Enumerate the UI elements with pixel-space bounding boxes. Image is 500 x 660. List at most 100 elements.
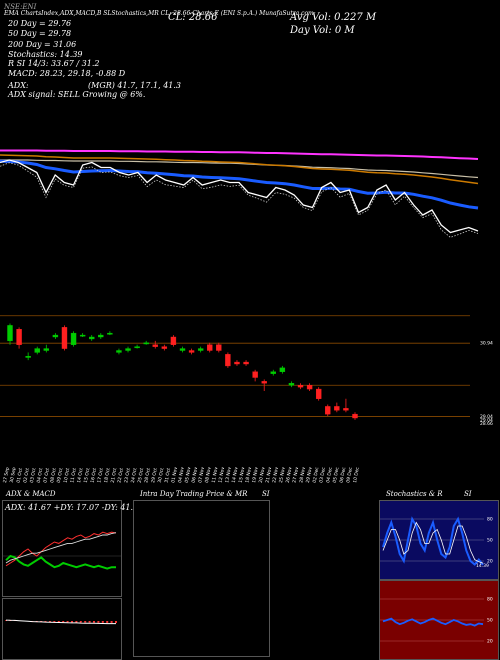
date-tick-label: 21 Oct xyxy=(110,467,119,483)
candle-body xyxy=(25,356,31,358)
candle-body xyxy=(170,336,177,345)
date-tick-label: 05 Nov xyxy=(184,466,193,483)
ema-50-readout: 50 Day = 29.78 xyxy=(8,29,72,38)
candle-body xyxy=(306,385,313,390)
date-tick-label: 04 Dec xyxy=(325,466,334,483)
chart-title-strip: EMA ChartsIndex,ADX,MACD,B SLStochastics… xyxy=(4,10,314,17)
candle-body xyxy=(89,336,95,340)
rsi-tick-label: 80 xyxy=(487,597,493,603)
date-tick-label: 31 Oct xyxy=(164,467,173,483)
price-tick-label: 30.94 xyxy=(480,341,493,347)
date-tick-label: 23 Oct xyxy=(123,467,132,483)
date-tick-label: 30 Oct xyxy=(157,467,166,483)
ticker-tag: NSE:ENI xyxy=(4,3,37,11)
date-tick-label: 27 Nov xyxy=(291,466,300,483)
date-tick-label: 07 Oct xyxy=(42,467,51,483)
price-tick-label: 29.04 xyxy=(480,414,493,420)
adx-line xyxy=(5,532,117,564)
minus-di-line xyxy=(5,531,117,567)
date-tick-label: 08 Oct xyxy=(49,467,58,483)
date-tick-label: 29 Nov xyxy=(305,466,314,483)
candle-body xyxy=(16,329,22,345)
date-tick-label: 15 Oct xyxy=(83,467,92,483)
series-ema-50-line xyxy=(0,154,479,185)
candle-body xyxy=(98,334,104,338)
intraday-title: Intra Day Trading Price & MR xyxy=(140,490,248,498)
date-tick-label: 02 Dec xyxy=(312,466,321,483)
candle-body xyxy=(125,348,131,351)
ema-line-chart xyxy=(0,149,479,238)
rsi-line-chart: 80 50 20 xyxy=(380,597,493,645)
rsi-line xyxy=(382,617,484,627)
date-tick-label: 26 Nov xyxy=(285,466,294,483)
date-tick-label: 08 Nov xyxy=(204,466,213,483)
plus-di-line xyxy=(5,554,116,570)
candle-body xyxy=(261,381,267,384)
price-tick-label: 28.66 xyxy=(480,421,493,427)
candle-body xyxy=(52,334,59,338)
candle-body xyxy=(352,413,358,419)
date-tick-label: 24 Oct xyxy=(130,467,139,483)
date-tick-label: 22 Nov xyxy=(271,466,280,483)
series-envelope-line xyxy=(0,162,479,238)
date-tick-label: 10 Dec xyxy=(352,466,361,483)
date-tick-label: 14 Nov xyxy=(231,466,240,483)
date-tick-label: 17 Oct xyxy=(96,467,105,483)
macd-panel xyxy=(2,598,122,660)
candle-body xyxy=(334,406,340,411)
candle-body xyxy=(79,334,86,337)
date-tick-label: 18 Oct xyxy=(103,467,112,483)
rsi-tick-label: 20 xyxy=(487,639,493,645)
date-tick-label: 18 Nov xyxy=(244,466,253,483)
avg-volume: Avg Vol: 0.227 M xyxy=(290,12,377,23)
date-tick-label: 28 Nov xyxy=(298,466,307,483)
date-tick-label: 19 Nov xyxy=(251,466,260,483)
candle-body xyxy=(252,371,258,378)
date-tick-label: 10 Oct xyxy=(63,467,72,483)
intraday-panel xyxy=(133,500,270,657)
stochastics-title: Stochastics & R xyxy=(386,490,443,498)
date-tick-label: 05 Dec xyxy=(332,466,341,483)
stochastics-readout: Stochastics: 14.39 xyxy=(8,50,83,59)
adx-macd-title: ADX & MACD xyxy=(6,490,56,498)
stoch-tick-label: 80 xyxy=(487,517,493,523)
stoch-k-line xyxy=(382,516,484,566)
rsi-tick-label: 50 xyxy=(487,618,493,624)
rsi-panel: 80 50 20 xyxy=(379,580,499,660)
candle-body xyxy=(288,383,295,386)
date-tick-label: 03 Dec xyxy=(318,466,327,483)
date-tick-label: 16 Oct xyxy=(90,467,99,483)
candle-body xyxy=(343,408,349,411)
date-tick-label: 04 Nov xyxy=(177,466,186,483)
date-tick-label: 01 Oct xyxy=(16,467,25,483)
date-tick-label: 01 Nov xyxy=(170,466,179,483)
stoch-value-label: 14.39 xyxy=(476,563,489,569)
candle-body xyxy=(234,361,240,365)
date-tick-label: 09 Dec xyxy=(345,466,354,483)
date-tick-label: 25 Oct xyxy=(137,467,146,483)
candle-body xyxy=(61,327,68,349)
candle-body xyxy=(143,342,149,345)
candle-body xyxy=(134,346,140,349)
series-close-line xyxy=(0,159,479,234)
adx-panel: ADX: 41.67 +DY: 17.07 -DY: 41.46 xyxy=(2,500,143,597)
macd-readout: MACD: 28.23, 29.18, -0.88 D xyxy=(8,69,126,78)
date-tick-label: 04 Oct xyxy=(36,467,45,483)
date-tick-label: 20 Nov xyxy=(258,466,267,483)
stoch-d-line xyxy=(382,521,484,564)
candle-body xyxy=(161,346,168,349)
candle-body xyxy=(70,332,77,345)
candle-body xyxy=(43,348,50,351)
date-tick-label: 27 Sep xyxy=(2,467,11,484)
candle-body xyxy=(216,344,222,351)
day-volume: Day Vol: 0 M xyxy=(290,25,355,36)
date-tick-label: 11 Nov xyxy=(211,466,220,483)
macd-line xyxy=(5,619,116,625)
adx-line-chart xyxy=(3,531,121,570)
adx-label: ADX: xyxy=(8,81,29,90)
date-tick-label: 02 Oct xyxy=(22,467,31,483)
price-tick-label: 29.04 xyxy=(480,417,493,423)
stoch-rsi-readout: R SI 14/3: 33.67 / 31.2 xyxy=(8,59,100,68)
macd-line-chart xyxy=(5,619,117,625)
